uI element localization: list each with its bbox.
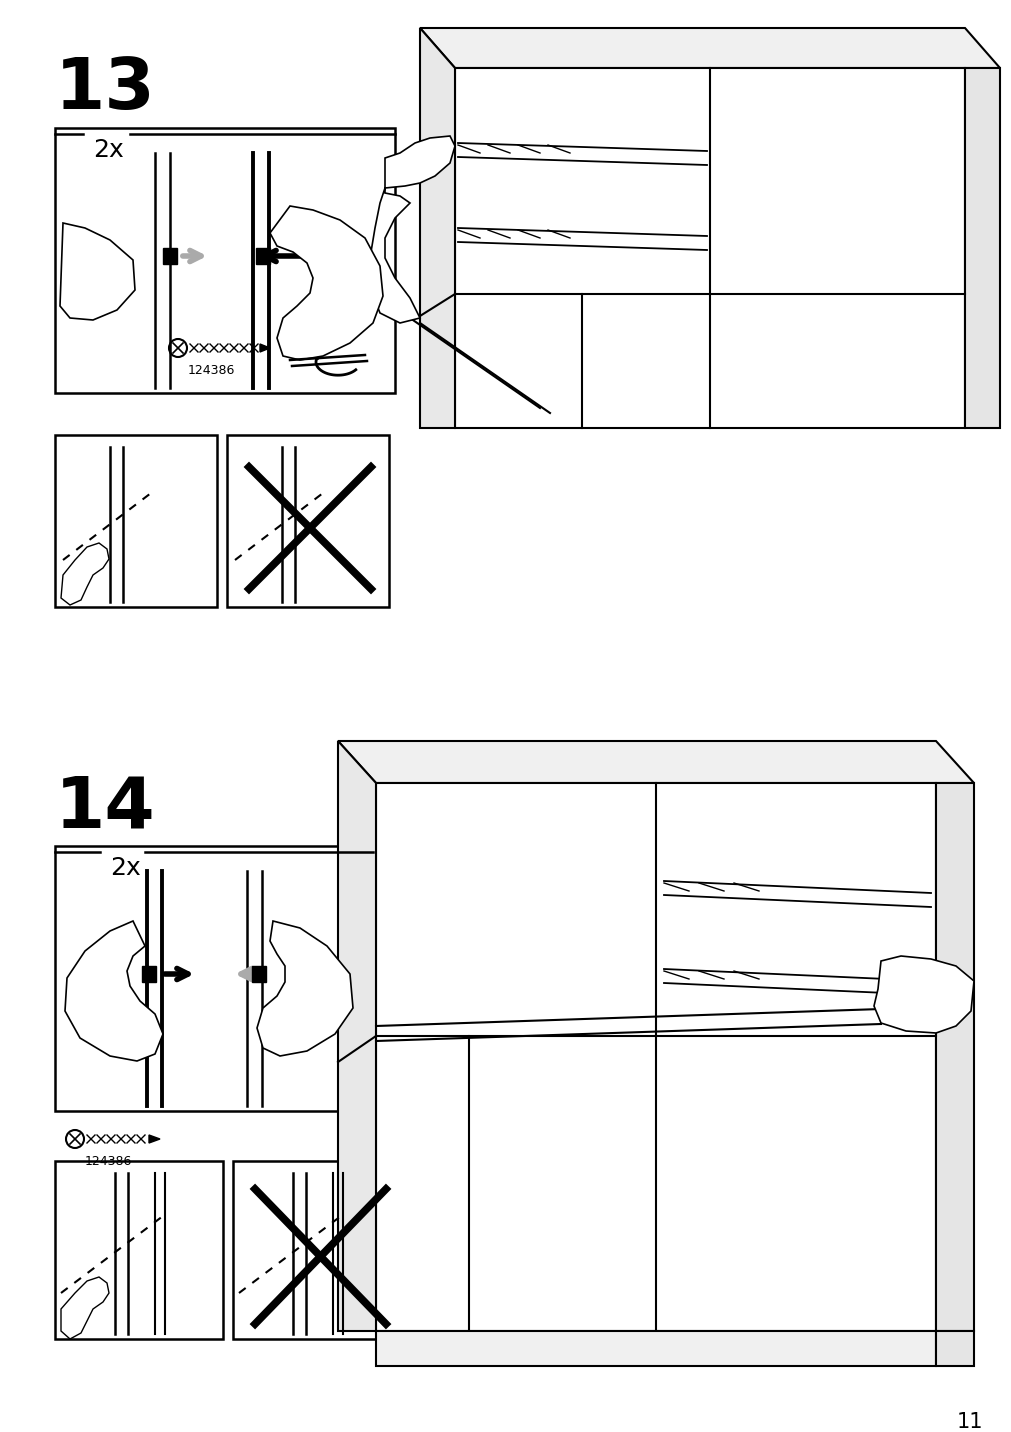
Polygon shape: [935, 783, 973, 1330]
Text: 13: 13: [55, 54, 156, 125]
Bar: [142, 967, 156, 982]
Text: 2x: 2x: [93, 137, 123, 162]
Polygon shape: [964, 67, 999, 428]
Bar: [55, 127, 394, 392]
Polygon shape: [935, 1330, 973, 1366]
Polygon shape: [370, 136, 455, 324]
Text: 14: 14: [55, 775, 156, 843]
Text: 124386: 124386: [85, 1156, 132, 1169]
Bar: [163, 248, 177, 263]
Polygon shape: [420, 29, 999, 67]
Polygon shape: [65, 921, 163, 1061]
Polygon shape: [270, 206, 382, 359]
Bar: [55, 435, 216, 607]
Polygon shape: [61, 543, 109, 604]
Polygon shape: [376, 783, 935, 1330]
Polygon shape: [260, 344, 270, 352]
Bar: [226, 435, 388, 607]
Polygon shape: [455, 67, 964, 428]
Polygon shape: [338, 740, 376, 1330]
Polygon shape: [60, 223, 134, 319]
Text: 2x: 2x: [110, 856, 141, 881]
Bar: [252, 967, 266, 982]
Bar: [233, 1161, 400, 1339]
Bar: [55, 1161, 222, 1339]
Bar: [256, 248, 270, 263]
Bar: [55, 846, 373, 1111]
Polygon shape: [149, 1136, 160, 1143]
Polygon shape: [61, 1277, 109, 1339]
Polygon shape: [420, 29, 455, 428]
Polygon shape: [874, 957, 973, 1032]
Text: 124386: 124386: [188, 364, 236, 377]
Text: 11: 11: [955, 1412, 983, 1432]
Polygon shape: [338, 740, 973, 783]
Polygon shape: [376, 1330, 935, 1366]
Polygon shape: [257, 921, 353, 1055]
